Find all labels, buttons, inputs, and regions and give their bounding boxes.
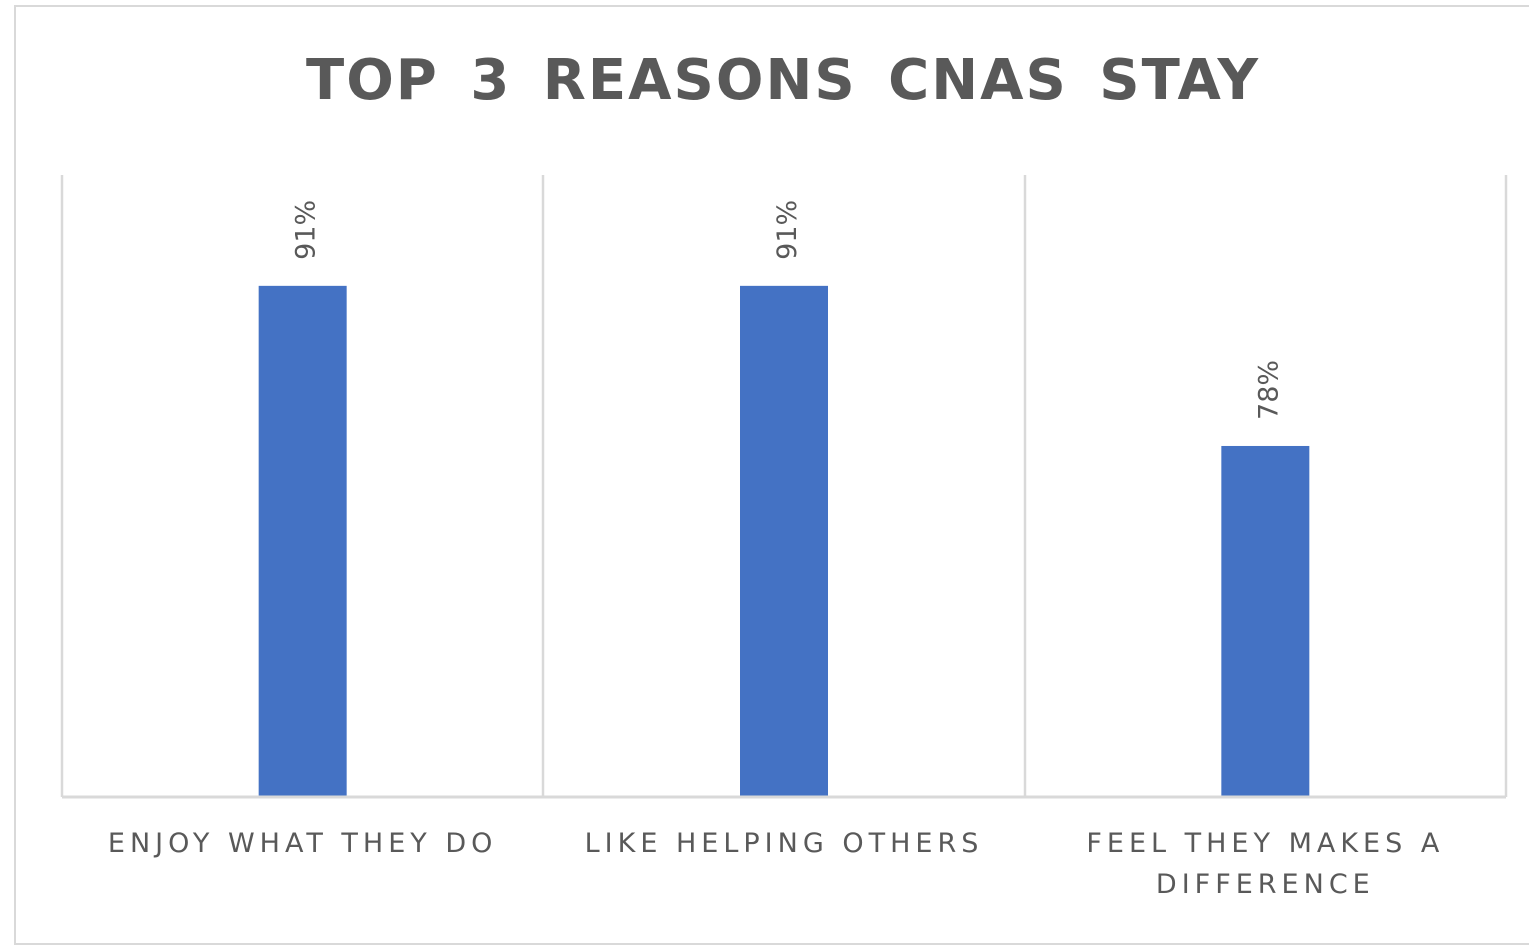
bar <box>1221 445 1310 796</box>
bar <box>740 285 828 796</box>
category-tick-label: DIFFERENCE <box>1156 869 1375 900</box>
data-label: 91% <box>772 200 803 260</box>
category-tick-label: FEEL THEY MAKES A <box>1086 828 1444 859</box>
data-label: 91% <box>291 200 322 260</box>
chart-title: TOP 3 REASONS CNAS STAY <box>306 48 1260 113</box>
category-tick-label: ENJOY WHAT THEY DO <box>108 828 498 859</box>
category-tick-label: LIKE HELPING OTHERS <box>585 828 984 859</box>
bar <box>258 285 347 796</box>
data-label: 78% <box>1253 360 1284 420</box>
